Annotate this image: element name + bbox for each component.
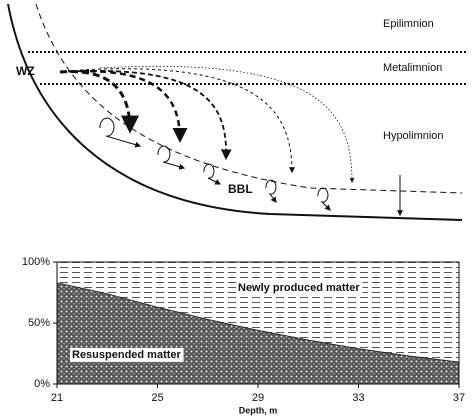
y-tick-label: 100% (22, 256, 50, 268)
y-tick-label: 0% (34, 378, 50, 390)
x-tick-label: 25 (151, 392, 163, 404)
x-tick-label: 37 (453, 392, 465, 404)
x-tick-label: 21 (51, 392, 63, 404)
resuspension-loop (265, 179, 277, 203)
series-label: Resuspended matter (72, 349, 182, 361)
label-bg (236, 280, 363, 295)
flux-arrow (99, 65, 355, 183)
label-bg (70, 347, 184, 362)
resuspension-loop (317, 187, 331, 211)
flux-arrow (59, 70, 232, 161)
resuspension-loop (157, 145, 186, 170)
chart: Resuspended matter Newly produced matter 0… (22, 256, 465, 415)
layer-label: Hypolimnion (383, 130, 444, 142)
lake-diagram: Epilimnion Metalimnion Hypolimnion WZ BB… (7, 3, 466, 221)
x-axis-label: Depth, m (239, 405, 278, 415)
flux-arrow (59, 70, 139, 134)
wz-label: WZ (16, 64, 35, 78)
resuspension-loop (99, 117, 142, 148)
resuspension-loop (203, 163, 222, 185)
flux-arrow (79, 68, 295, 174)
layer-label: Metalimnion (383, 62, 442, 74)
bbl-label: BBL (228, 182, 253, 196)
bbl-boundary (35, 3, 463, 194)
y-tick-label: 50% (28, 317, 50, 329)
lake-bottom (7, 3, 463, 221)
x-tick-label: 29 (252, 392, 264, 404)
x-tick-label: 33 (352, 392, 364, 404)
series-label: Newly produced matter (238, 282, 360, 294)
flux-arrow (59, 69, 188, 143)
layer-label: Epilimnion (383, 18, 434, 30)
